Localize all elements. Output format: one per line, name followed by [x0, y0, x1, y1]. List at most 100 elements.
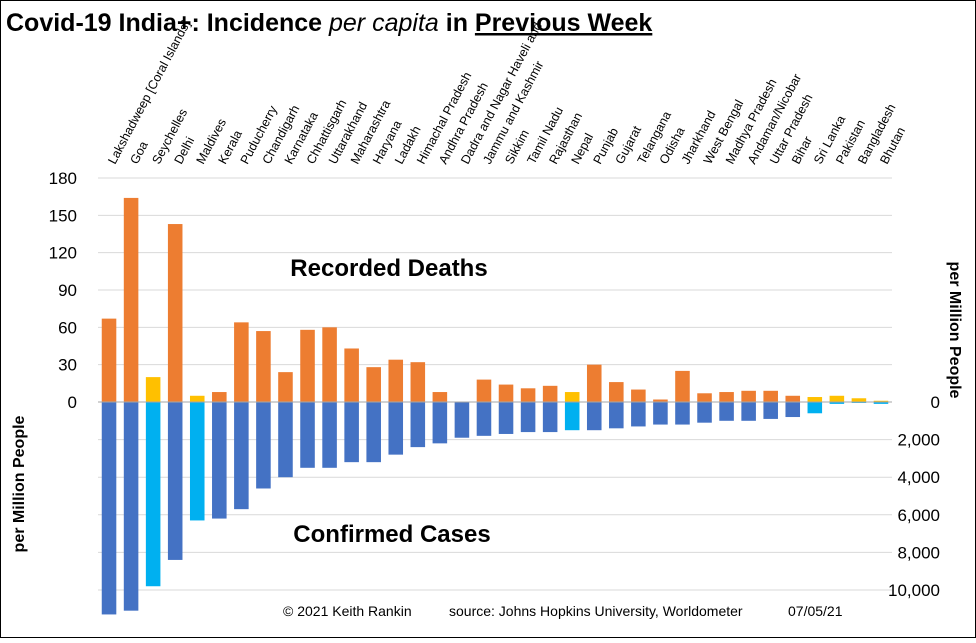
title-part-4: Previous Week [475, 9, 653, 37]
left-tick-label: 0 [68, 393, 77, 412]
title-part-1: Covid-19 India+: Incidence [6, 9, 329, 37]
deaths-bar [675, 370, 690, 402]
right-tick-label: 2,000 [897, 431, 940, 450]
left-tick-label: 180 [49, 169, 77, 188]
right-tick-label: 4,000 [897, 468, 940, 487]
deaths-bar [366, 367, 381, 402]
deaths-bar [829, 395, 845, 402]
cases-annotation: Confirmed Cases [293, 521, 490, 548]
left-axis-label: per Million People [11, 415, 28, 552]
right-axis-ticks: 0 2,000 4,000 6,000 8,000 10,000 [888, 393, 940, 600]
right-tick-label: 0 [931, 393, 940, 412]
right-axis-label: per Million People [946, 262, 963, 399]
left-tick-label: 30 [58, 356, 77, 375]
cases-bar [763, 402, 778, 419]
cases-bar [366, 402, 381, 463]
deaths-bar [785, 395, 801, 402]
deaths-bar [763, 390, 778, 402]
cases-bar [123, 402, 139, 611]
deaths-bar [256, 331, 271, 402]
title-part-2: per capita [328, 9, 439, 37]
deaths-bar [189, 395, 205, 402]
deaths-bar [322, 327, 337, 402]
deaths-bar [212, 392, 227, 402]
footer-date: 07/05/21 [788, 603, 843, 619]
deaths-bar [741, 390, 756, 402]
cases-bar [675, 402, 690, 425]
cases-bar [454, 402, 470, 438]
title-part-3: in [439, 9, 475, 37]
deaths-bar [697, 393, 712, 402]
deaths-bar [851, 398, 867, 402]
right-tick-label: 6,000 [897, 506, 940, 525]
footer-copyright: © 2021 Keith Rankin [283, 603, 412, 619]
left-tick-label: 120 [49, 244, 77, 263]
cases-bar [873, 402, 889, 404]
deaths-bar [542, 385, 558, 402]
right-tick-label: 10,000 [888, 581, 940, 600]
chart-title: Covid-19 India+: Incidence per capita in… [6, 9, 652, 37]
deaths-bar [278, 372, 293, 402]
deaths-bar [432, 392, 448, 402]
cases-bar [322, 402, 337, 468]
cases-bar [829, 402, 845, 404]
cases-bar [631, 402, 646, 427]
cases-bar [145, 402, 161, 587]
cases-bar [432, 402, 448, 444]
cases-bar [498, 402, 514, 434]
cases-bar [234, 402, 249, 510]
deaths-bar [476, 379, 492, 402]
left-axis-ticks: 0 30 60 90 120 150 180 [49, 169, 77, 412]
cases-bar [212, 402, 227, 519]
cases-bar [785, 402, 801, 418]
cases-bar [741, 402, 756, 421]
deaths-bar [807, 397, 823, 402]
left-tick-label: 90 [58, 281, 77, 300]
deaths-bar [564, 392, 580, 402]
cases-bar [653, 402, 668, 425]
bars [101, 197, 889, 615]
deaths-bar [653, 399, 668, 402]
cases-bar [476, 402, 492, 436]
deaths-bar [234, 322, 249, 402]
cases-bar [256, 402, 271, 489]
cases-bar [609, 402, 624, 429]
deaths-bar [300, 329, 315, 402]
deaths-bar [101, 318, 117, 402]
deaths-bar [145, 377, 161, 402]
right-tick-label: 8,000 [897, 543, 940, 562]
deaths-bar [167, 224, 183, 402]
deaths-bar [498, 384, 514, 402]
deaths-bar [388, 359, 404, 402]
deaths-annotation: Recorded Deaths [290, 255, 487, 282]
deaths-bar [873, 400, 889, 402]
deaths-bar [631, 389, 646, 402]
footer-source: source: Johns Hopkins University, Worldo… [449, 603, 743, 619]
deaths-bar [719, 392, 734, 402]
cases-bar [807, 402, 823, 414]
cases-bar [697, 402, 712, 423]
deaths-bar [123, 197, 139, 402]
cases-bar [388, 402, 404, 455]
deaths-bar [344, 348, 359, 402]
cases-bar [410, 402, 426, 448]
cases-bar [719, 402, 734, 421]
deaths-bar [410, 362, 426, 402]
deaths-bar [609, 382, 624, 402]
cases-bar [520, 402, 536, 433]
cases-bar [542, 402, 558, 433]
cases-bar [586, 402, 602, 431]
cases-bar [101, 402, 117, 615]
cases-bar [564, 402, 580, 431]
deaths-bar [520, 388, 536, 402]
cases-bar [300, 402, 315, 468]
gridlines [98, 177, 892, 591]
cases-bar [278, 402, 293, 478]
cases-bar [189, 402, 205, 521]
deaths-bar [586, 364, 602, 402]
left-tick-label: 150 [49, 206, 77, 225]
left-tick-label: 60 [58, 318, 77, 337]
